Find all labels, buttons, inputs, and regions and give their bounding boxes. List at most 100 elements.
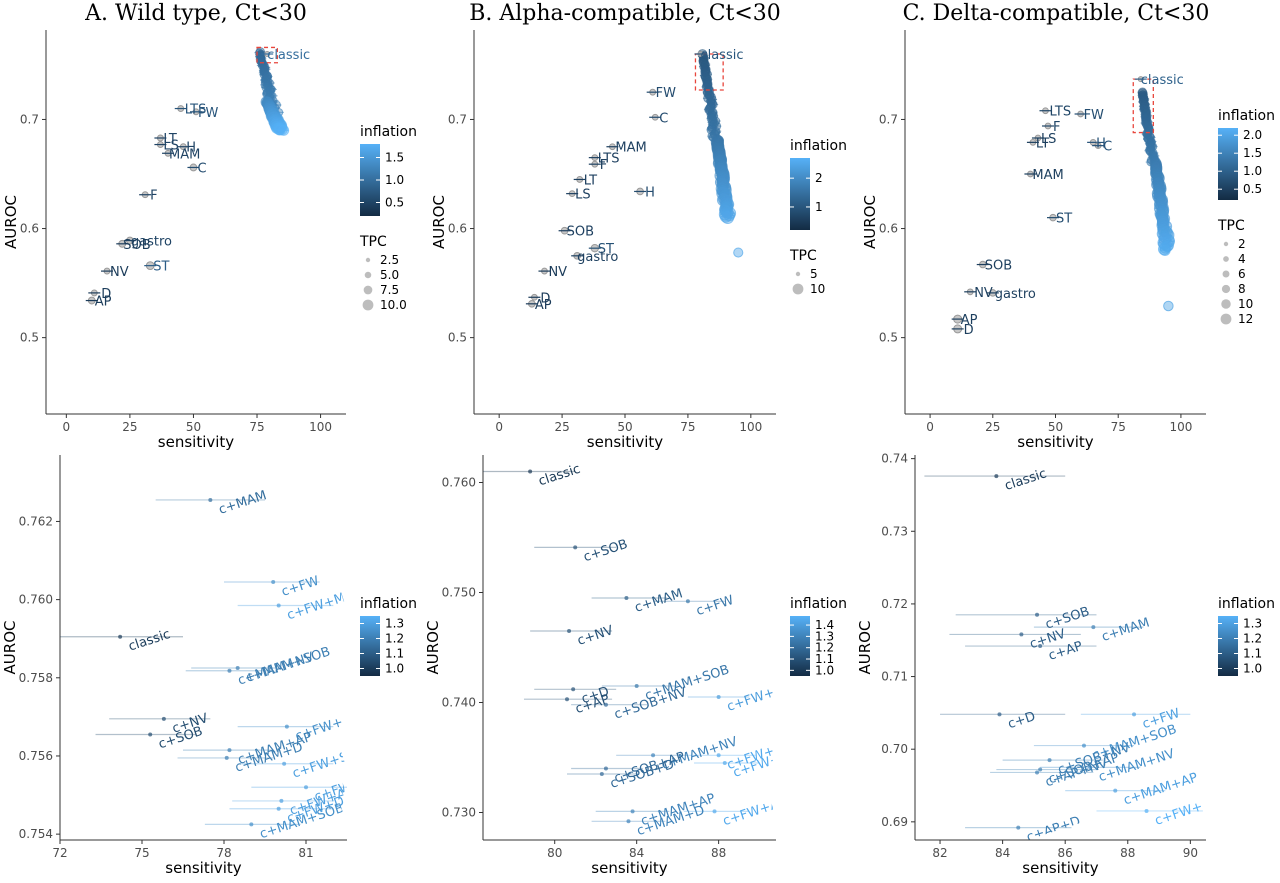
point-label: FW (1084, 108, 1104, 123)
legend-inflation-title: inflation (360, 596, 417, 612)
panel-C_bottom: 82 84 86 88 90 0.69 0.70 0.71 0.72 0.73 0.74 sensit… (856, 452, 1275, 877)
point-marker (271, 580, 276, 585)
colorbar-tick-label: 1.0 (385, 662, 404, 676)
point-marker (1035, 612, 1040, 617)
x-tick-label: 82 (932, 846, 947, 860)
point-marker (716, 753, 721, 758)
point-label: C (659, 111, 668, 126)
legend-tpc-marker (1221, 284, 1231, 294)
legend-tpc-label: 10 (1238, 297, 1253, 311)
legend-inflation-title: inflation (790, 596, 847, 612)
y-tick-label: 0.71 (881, 670, 908, 684)
legend-colorbar (360, 144, 380, 216)
legend-colorbar (1218, 616, 1238, 676)
highlight-box (256, 46, 279, 64)
colorbar-tick-label: 1.2 (815, 641, 834, 655)
legend-colorbar (790, 616, 810, 676)
legend-tpc-title: TPC (359, 234, 387, 250)
legend-tpc-marker (795, 271, 801, 277)
point-label: AP (961, 313, 978, 328)
colorbar-tick-label: 1 (815, 200, 823, 214)
point-marker (567, 629, 572, 633)
point-label: c+MAM (1100, 615, 1152, 645)
point-label: c+SOB (1044, 604, 1092, 632)
y-axis-label: AUROC (856, 621, 874, 675)
point-marker (235, 666, 240, 671)
legend-tpc-label: 8 (1238, 282, 1246, 296)
legend-tpc-title: TPC (789, 248, 817, 264)
point-marker (1091, 625, 1096, 630)
point-label: NV (110, 265, 129, 280)
point-marker (148, 732, 153, 737)
point-marker (279, 798, 284, 803)
x-tick-label: 86 (1058, 846, 1073, 860)
point-label: LS (1041, 132, 1057, 147)
legend-tpc-label: 5 (810, 267, 818, 281)
x-axis-label: sensitivity (1022, 859, 1099, 877)
legend-tpc-title: TPC (1217, 218, 1245, 234)
y-tick-label: 0.6 (448, 222, 467, 236)
colorbar-tick-label: 1.1 (815, 652, 834, 666)
y-tick-label: 0.740 (442, 696, 476, 710)
panel-A_top: A. Wild type, Ct<30 0 25 50 75 100 0.5 0.6 0.7 se… (2, 1, 417, 451)
legend-tpc-marker (363, 285, 373, 295)
point-marker (224, 755, 229, 760)
point-label: c+NV (576, 623, 616, 649)
point-marker (304, 785, 308, 790)
point-label: D (540, 291, 550, 306)
point-marker (1113, 788, 1118, 793)
y-tick-label: 0.730 (442, 806, 476, 820)
point-label: classic (701, 48, 744, 63)
legend-tpc-marker (1222, 270, 1230, 278)
point-label: SOB (985, 259, 1012, 274)
point-label: c+AP+D (1025, 814, 1083, 845)
colorbar-tick-label: 1.0 (1243, 164, 1262, 178)
x-tick-label: 25 (985, 420, 1000, 434)
y-tick-label: 0.756 (19, 749, 53, 763)
point-marker (716, 695, 721, 699)
point-label: H (1096, 136, 1106, 151)
point-label: F (1053, 120, 1060, 135)
panel-title: B. Alpha-compatible, Ct<30 (469, 1, 781, 26)
point-label: c+SOB (582, 537, 630, 565)
legend-inflation-title: inflation (1218, 108, 1275, 124)
colorbar-tick-label: 1.0 (1243, 662, 1262, 676)
x-tick-label: 88 (1120, 846, 1135, 860)
point-label: MAM (1032, 168, 1063, 183)
point-marker (603, 766, 608, 771)
plot-area (924, 474, 1203, 830)
point-label: c+FW+SOB (725, 677, 803, 715)
point-marker (997, 712, 1002, 717)
point-marker (712, 809, 717, 814)
point-marker (571, 687, 576, 692)
colorbar-tick-label: 1.3 (1243, 617, 1262, 631)
legend-tpc-label: 10.0 (380, 298, 407, 312)
point-marker (1038, 644, 1043, 649)
x-tick-label: 100 (739, 420, 762, 434)
y-tick-label: 0.750 (442, 586, 476, 600)
y-axis-label: AUROC (1, 621, 19, 675)
plot-area (951, 76, 1175, 334)
legend-tpc-label: 4 (1238, 252, 1246, 266)
point-marker (208, 497, 213, 502)
point-label: classic (127, 627, 173, 655)
legend-tpc-label: 12 (1238, 312, 1253, 326)
point-label: c+AP (574, 692, 612, 717)
cluster-point (278, 124, 290, 136)
x-tick-label: 75 (1111, 420, 1126, 434)
point-label: ST (153, 260, 169, 275)
panel-B_top: B. Alpha-compatible, Ct<300 25 50 75 1000.50… (430, 1, 847, 451)
panel-A_bottom: 72 75 78 81 0.754 0.756 0.758 0.760 0.762 sensiti… (1, 455, 417, 877)
x-tick-label: 84 (995, 846, 1010, 860)
colorbar-tick-label: 1.2 (385, 632, 404, 646)
y-axis-label: AUROC (430, 195, 448, 249)
point-label: SOB (567, 225, 594, 240)
legend-tpc-label: 7.5 (380, 283, 399, 297)
legend-tpc-marker (1220, 313, 1232, 325)
point-label: c+FW+AP (721, 794, 789, 829)
point-marker (599, 772, 604, 776)
point-marker (276, 603, 281, 608)
colorbar-tick-label: 1.0 (385, 173, 404, 187)
legend-tpc-label: 6 (1238, 267, 1246, 281)
